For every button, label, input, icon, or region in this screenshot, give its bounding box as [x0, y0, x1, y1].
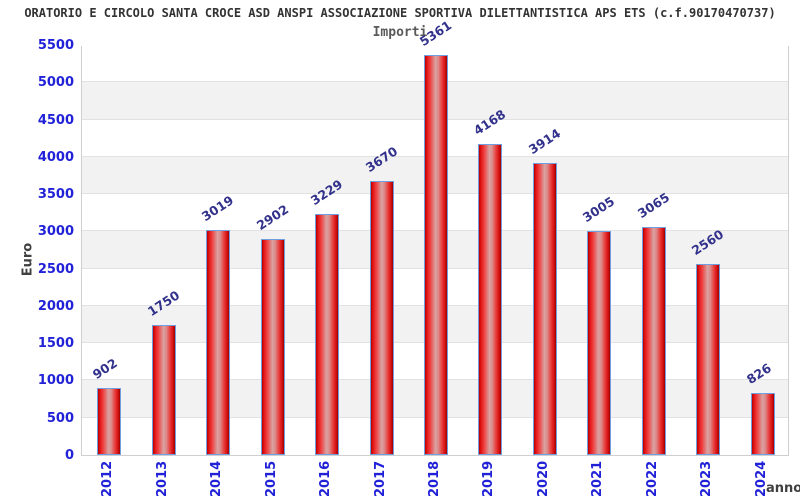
x-tick-label-2020: 2020: [535, 460, 551, 497]
y-tick-label: 5000: [37, 75, 74, 91]
x-tick-label-2015: 2015: [263, 460, 279, 497]
x-tick-label-2018: 2018: [427, 460, 442, 497]
y-axis-title: Euro: [20, 242, 36, 277]
bar-2023: [696, 264, 721, 455]
bar-2012: [97, 387, 122, 455]
bar-2015: [260, 238, 285, 455]
x-tick-label-2016: 2016: [318, 460, 334, 497]
bar-2013: [151, 324, 176, 455]
y-tick-label: 1000: [37, 373, 74, 389]
bar-2022: [641, 226, 666, 455]
y-tick-label: 3000: [37, 224, 74, 240]
y-tick-label: 0: [64, 448, 74, 463]
bar-2020: [532, 163, 557, 455]
y-tick-label: 2500: [37, 261, 74, 277]
y-tick-label: 2000: [37, 298, 74, 314]
x-tick-label-2022: 2022: [644, 460, 660, 497]
bar-2021: [587, 231, 612, 455]
bar-2019: [478, 144, 503, 455]
y-tick-label: 1500: [37, 336, 74, 352]
x-tick-label-2014: 2014: [209, 460, 225, 497]
y-tick-label: 4000: [37, 149, 74, 165]
x-tick-label-2023: 2023: [699, 460, 715, 497]
y-axis-tick-labels: 0 500 1000 1500 2000 2500 3000 3500 4000 4500 5000…: [0, 39, 74, 463]
y-tick-label: 3500: [37, 187, 74, 203]
bar-2018: [424, 55, 448, 455]
chart-subtitle: Importi: [372, 25, 428, 40]
bar-2016: [315, 214, 340, 455]
y-tick-label: 500: [46, 410, 74, 426]
x-tick-label-2017: 2017: [372, 460, 388, 497]
x-tick-label-2021: 2021: [590, 460, 606, 497]
bar-2014: [206, 229, 231, 455]
plot-area: 902 1750 3019 2902 3229 3670 5361 4168 3914 3005 3…: [81, 18, 789, 456]
y-tick-label: 4500: [37, 112, 74, 128]
x-tick-label-2012: 2012: [100, 460, 116, 497]
chart-title: ORATORIO E CIRCOLO SANTA CROCE ASD ANSPI…: [24, 6, 776, 20]
x-tick-label-2013: 2013: [154, 460, 170, 497]
x-axis-title: anno: [766, 481, 800, 496]
bar-2024: [750, 393, 775, 455]
bar-2017: [369, 181, 394, 455]
y-tick-label: 5500: [37, 38, 74, 53]
x-tick-label-2019: 2019: [481, 460, 497, 497]
